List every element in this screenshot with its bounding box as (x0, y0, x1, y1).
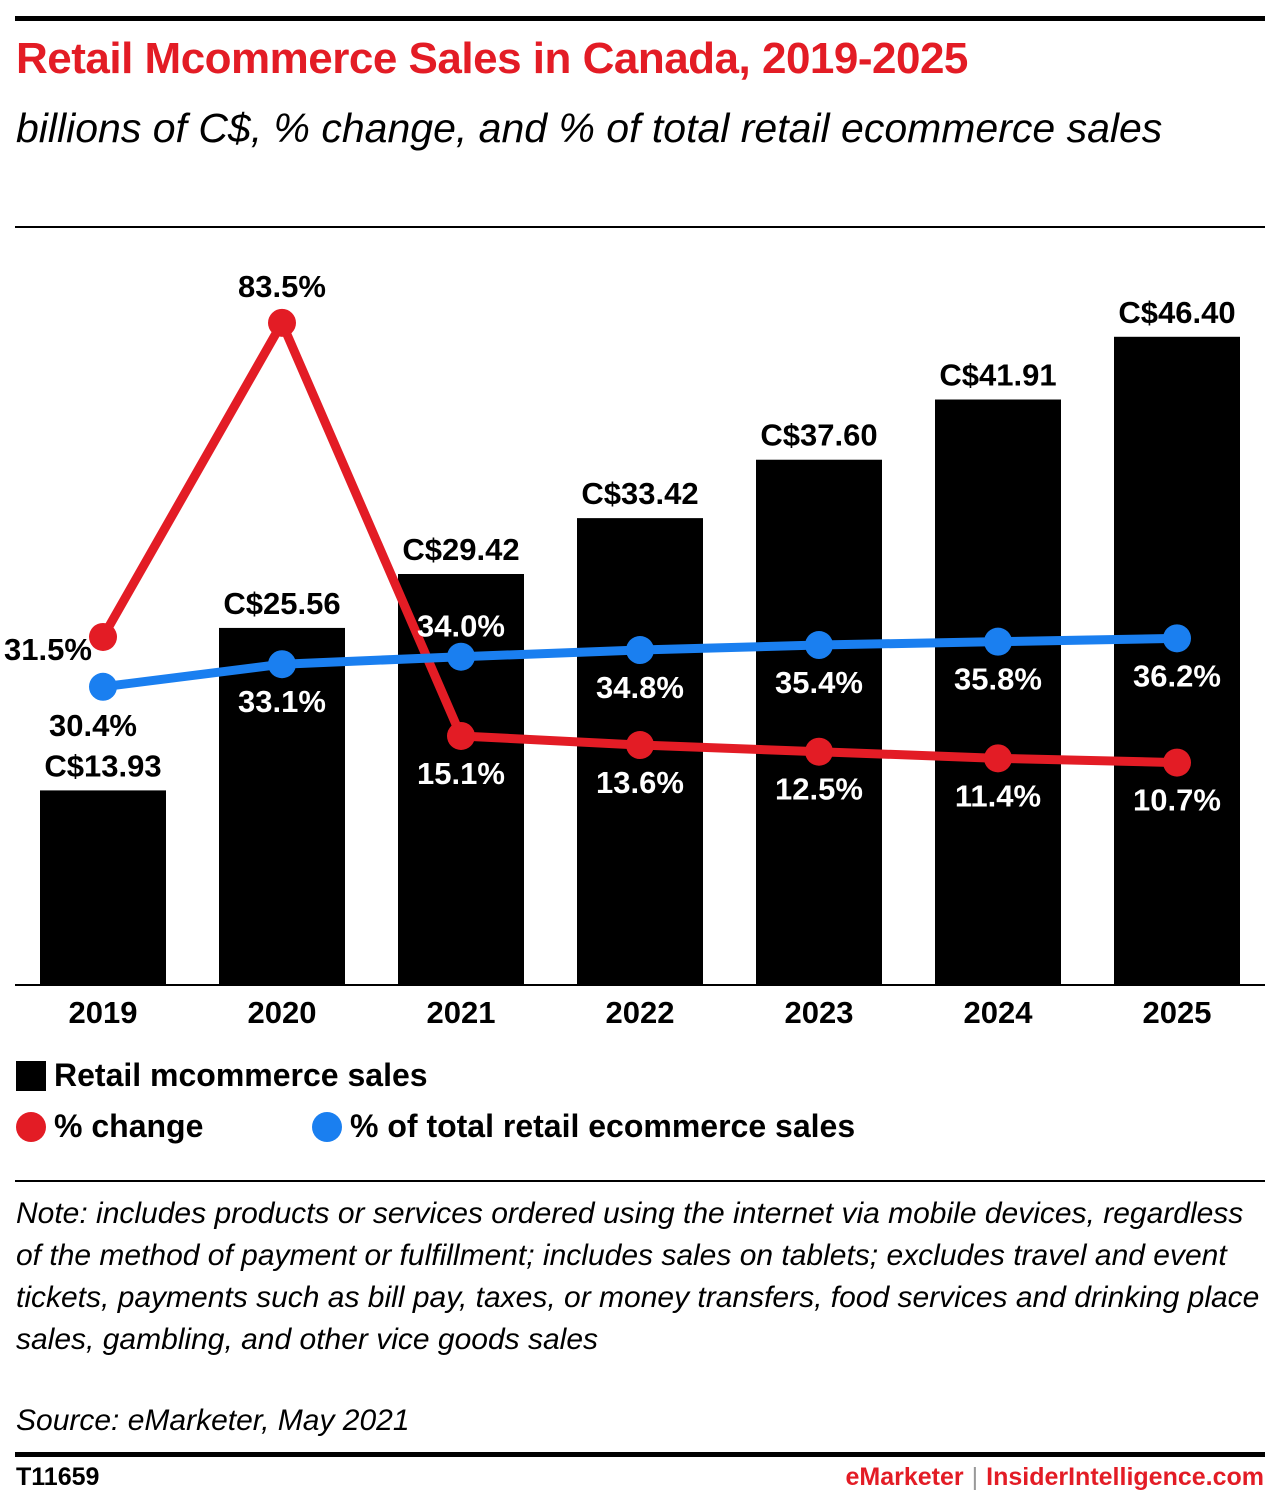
share-point-2021 (447, 642, 475, 671)
bar-2024 (935, 399, 1061, 985)
x-tick-2020: 2020 (248, 995, 317, 1030)
legend-swatch-sales (16, 1060, 46, 1091)
bar-label-2022: C$33.42 (581, 476, 698, 511)
legend-label-change: % change (54, 1108, 204, 1144)
source-line: Source: eMarketer, May 2021 (16, 1404, 410, 1437)
bottom-rule (15, 1452, 1265, 1457)
bar-2023 (756, 459, 882, 985)
legend-item-sales: Retail mcommerce sales (16, 1057, 428, 1094)
brand-credit: eMarketer | InsiderIntelligence.com (846, 1463, 1265, 1492)
change-point-2022 (626, 731, 654, 760)
brand-emarketer: eMarketer (845, 1463, 964, 1491)
bar-label-2024: C$41.91 (939, 358, 1056, 393)
bar-label-2023: C$37.60 (760, 418, 877, 453)
change-point-2023 (805, 737, 833, 766)
share-label-2024: 35.8% (954, 662, 1042, 697)
x-tick-2024: 2024 (964, 995, 1034, 1030)
change-point-2021 (447, 721, 475, 750)
brand-separator: | (971, 1463, 979, 1491)
share-label-2023: 35.4% (775, 665, 863, 700)
brand-insider: InsiderIntelligence.com (986, 1463, 1264, 1491)
bars-layer (40, 336, 1240, 985)
chart-area: 2019 2020 2021 2022 2023 2024 2025 C$13.93 C$25.… (4, 269, 1265, 1030)
share-label-2021: 34.0% (417, 609, 505, 644)
labels-layer: 2019 2020 2021 2022 2023 2024 2025 C$13.93 C$25.… (4, 269, 1236, 1030)
legend-label-sales: Retail mcommerce sales (54, 1057, 428, 1093)
x-tick-2021: 2021 (427, 995, 496, 1030)
bar-label-2025: C$46.40 (1118, 295, 1235, 330)
share-point-2019 (89, 672, 117, 701)
lines-layer (89, 308, 1191, 777)
legend-label-share: % of total retail ecommerce sales (350, 1108, 856, 1144)
bar-2019 (40, 790, 166, 985)
legend-swatch-share (312, 1111, 342, 1142)
share-point-2022 (626, 636, 654, 665)
x-tick-2025: 2025 (1143, 995, 1212, 1030)
share-point-2023 (805, 631, 833, 660)
change-point-2020 (268, 308, 296, 337)
note-rule (15, 1180, 1265, 1182)
share-label-2019: 30.4% (49, 708, 137, 743)
share-point-2020 (268, 650, 296, 679)
bar-label-2020: C$25.56 (223, 586, 340, 621)
share-label-2020: 33.1% (238, 684, 326, 719)
legend-swatch-change (16, 1111, 46, 1142)
share-label-2022: 34.8% (596, 670, 684, 705)
bar-label-2019: C$13.93 (44, 748, 161, 783)
top-rule (15, 16, 1265, 21)
change-label-2022: 13.6% (596, 765, 684, 800)
x-tick-2019: 2019 (69, 995, 138, 1030)
x-tick-2022: 2022 (606, 995, 675, 1030)
bar-2020 (219, 627, 345, 985)
subtitle-rule (15, 226, 1265, 228)
footnote: Note: includes products or services orde… (16, 1197, 1260, 1356)
change-label-2025: 10.7% (1133, 783, 1221, 818)
share-label-2025: 36.2% (1133, 658, 1221, 693)
change-point-2019 (89, 622, 117, 651)
legend-item-share: % of total retail ecommerce sales (312, 1108, 855, 1145)
share-point-2025 (1163, 624, 1191, 653)
change-point-2024 (984, 744, 1012, 773)
chart-id: T11659 (16, 1463, 100, 1491)
change-label-2019: 31.5% (4, 632, 92, 667)
change-point-2025 (1163, 748, 1191, 777)
x-tick-2023: 2023 (785, 995, 854, 1030)
share-point-2024 (984, 627, 1012, 656)
change-label-2024: 11.4% (955, 778, 1041, 813)
chart-title: Retail Mcommerce Sales in Canada, 2019-2… (16, 34, 968, 83)
change-label-2021: 15.1% (417, 756, 505, 791)
bar-label-2021: C$29.42 (402, 532, 519, 567)
legend-item-change: % change (16, 1108, 203, 1145)
change-label-2020: 83.5% (238, 269, 326, 304)
change-label-2023: 12.5% (775, 772, 863, 807)
bar-2025 (1114, 336, 1240, 985)
chart-subtitle: billions of C$, % change, and % of total… (16, 105, 1163, 151)
